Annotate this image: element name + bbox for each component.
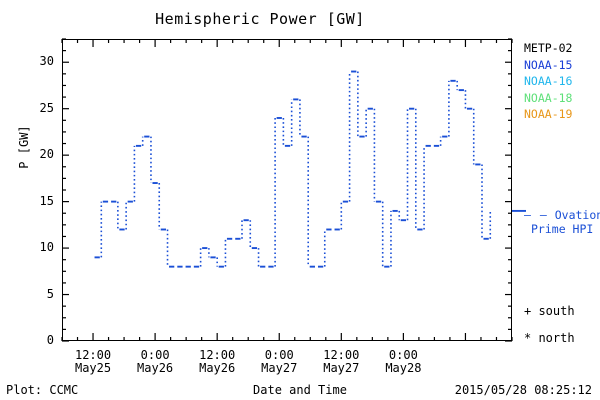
x-tick-time: 12:00 <box>74 348 112 362</box>
ovation-label-1: Ovation <box>554 208 600 222</box>
plot-timestamp: 2015/05/28 08:25:12 <box>454 383 592 397</box>
satellite-legend: METP-02 NOAA-15 NOAA-16 NOAA-18 NOAA-19 <box>524 40 600 123</box>
x-axis-tick-5: 0:00 May28 <box>385 349 421 375</box>
x-axis-label: Date and Time <box>253 383 347 397</box>
legend-marker-south: + south <box>524 304 575 318</box>
x-tick-time: 0:00 <box>264 348 294 362</box>
x-tick-date: May26 <box>137 361 174 375</box>
y-axis-tick-0: 0 <box>46 333 54 347</box>
ovation-dash-sample: — — <box>524 208 548 222</box>
ovation-legend-line-1: — — Ovation <box>524 208 600 222</box>
x-axis-tick-3: 0:00 May27 <box>261 349 297 375</box>
y-axis-tick-30: 30 <box>39 54 54 69</box>
series-noaa-15 <box>94 70 492 268</box>
page-title: Hemispheric Power [GW] <box>155 10 365 28</box>
plot-credit: Plot: CCMC <box>6 383 79 397</box>
y-axis-tick-25: 25 <box>39 100 54 115</box>
y-axis-tick-5: 5 <box>46 286 54 301</box>
x-axis-tick-2: 12:00 May26 <box>199 349 235 375</box>
y-axis-tick-10: 10 <box>39 240 54 255</box>
x-axis-tick-4: 12:00 May27 <box>323 349 359 375</box>
x-tick-time: 0:00 <box>388 348 418 362</box>
x-tick-date: May27 <box>323 361 360 375</box>
y-axis-tick-labels: 30 25 20 15 10 5 0 <box>22 0 54 400</box>
legend-item-noaa-18: NOAA-18 <box>524 90 573 105</box>
x-tick-date: May27 <box>261 361 298 375</box>
x-tick-date: May28 <box>385 361 422 375</box>
y-axis-tick-15: 15 <box>39 193 54 208</box>
legend-item-noaa-16: NOAA-16 <box>524 74 573 88</box>
x-axis-tick-1: 0:00 May26 <box>137 349 173 375</box>
x-tick-date: May25 <box>74 361 112 375</box>
x-axis-tick-labels: 12:00 May25 0:00 May26 12:00 May26 0:00 May27 12… <box>0 349 600 383</box>
legend-item-noaa-15: NOAA-15 <box>524 57 573 72</box>
x-axis-tick-0: 12:00 May25 <box>75 349 111 375</box>
x-tick-time: 12:00 <box>199 348 236 362</box>
y-axis-tick-20: 20 <box>39 147 54 162</box>
x-tick-date: May26 <box>199 361 236 375</box>
x-tick-time: 12:00 <box>323 348 360 362</box>
plot-frame <box>62 39 512 341</box>
hemisphere-marker-legend: + south * north <box>524 298 600 352</box>
legend-item-metp-02: METP-02 <box>524 41 573 55</box>
ovation-legend: — — Ovation Prime HPI <box>524 208 600 236</box>
legend-item-noaa-19: NOAA-19 <box>524 107 573 121</box>
legend-marker-north: * north <box>524 331 575 345</box>
ovation-legend-line-2: Prime HPI <box>531 222 594 236</box>
x-tick-time: 0:00 <box>140 348 170 362</box>
